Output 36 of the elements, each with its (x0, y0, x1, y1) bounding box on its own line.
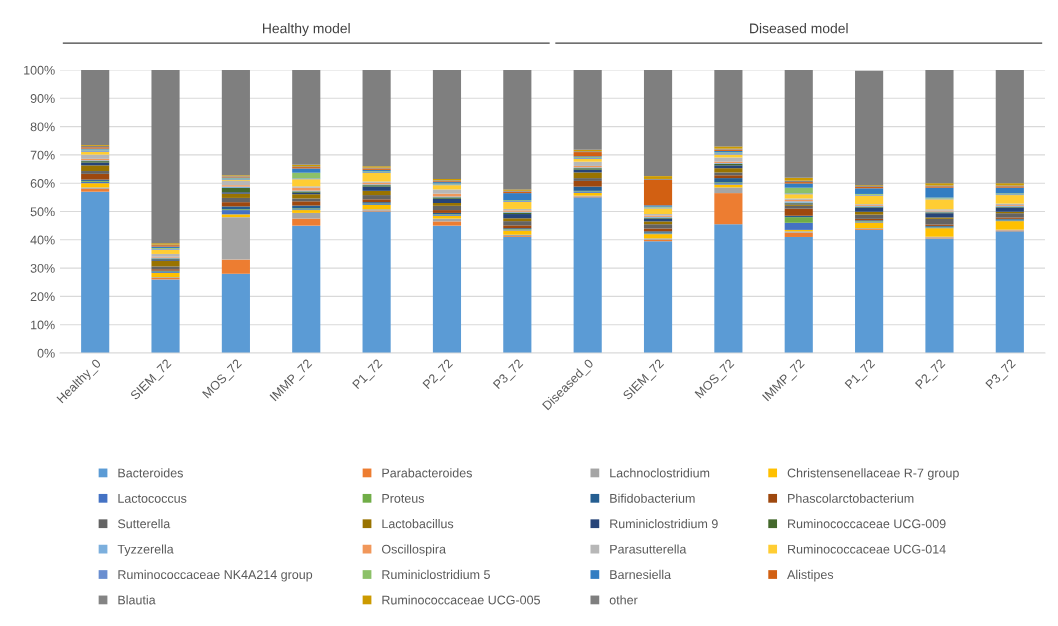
legend-label: Ruminococcaceae UCG-014 (788, 544, 946, 554)
y-tick-label: 10% (31, 320, 55, 330)
text: Diseased model (750, 23, 848, 34)
legend-label: Christensenellaceae R-7 group (787, 468, 959, 480)
legend-label: Barnesiella (610, 569, 672, 580)
legend-label: Ruminococcaceae UCG-009 (788, 519, 946, 529)
y-tick-label: 30% (30, 263, 55, 273)
legend-label: Proteus (382, 494, 425, 503)
y-tick-label: 60% (30, 179, 55, 188)
legend-label: Parabacteroides (382, 468, 472, 478)
y-tick-label: 0% (37, 348, 55, 358)
y-tick-label: 80% (30, 122, 55, 132)
y-tick-label: 70% (30, 150, 55, 160)
legend-label: Bifidobacterium (610, 493, 695, 503)
legend-label: Tyzzerella (117, 544, 174, 557)
legend-label: Lachnoclostridium (610, 468, 710, 478)
legend-label: Ruminiclostridium 5 (382, 569, 490, 580)
y-tick-label: 20% (30, 292, 55, 302)
legend-label: Ruminococcaceae UCG-005 (382, 595, 540, 605)
legend-label: Bacteroides (118, 468, 183, 478)
legend-label: Lactococcus (118, 494, 187, 503)
legend-label: Phascolarctobacterium (788, 493, 914, 503)
y-tick-label: 100% (24, 65, 55, 75)
legend-label: Sutterella (117, 519, 171, 529)
y-tick-label: 50% (30, 207, 55, 217)
legend-label: Alistipes (787, 569, 834, 582)
legend-label: Ruminiclostridium 9 (610, 519, 718, 529)
legend-label: Ruminococcaceae NK4A214 group (118, 569, 313, 582)
legend-label: Oscillospira (381, 544, 446, 557)
legend-label: Parasutterella (610, 544, 687, 554)
legend-label: other (609, 595, 638, 605)
legend-label: Lactobacillus (382, 519, 454, 529)
text: Healthy model (263, 23, 350, 37)
y-tick-label: 40% (30, 235, 55, 245)
y-tick-label: 90% (30, 94, 55, 103)
legend-label: Blautia (118, 595, 156, 605)
